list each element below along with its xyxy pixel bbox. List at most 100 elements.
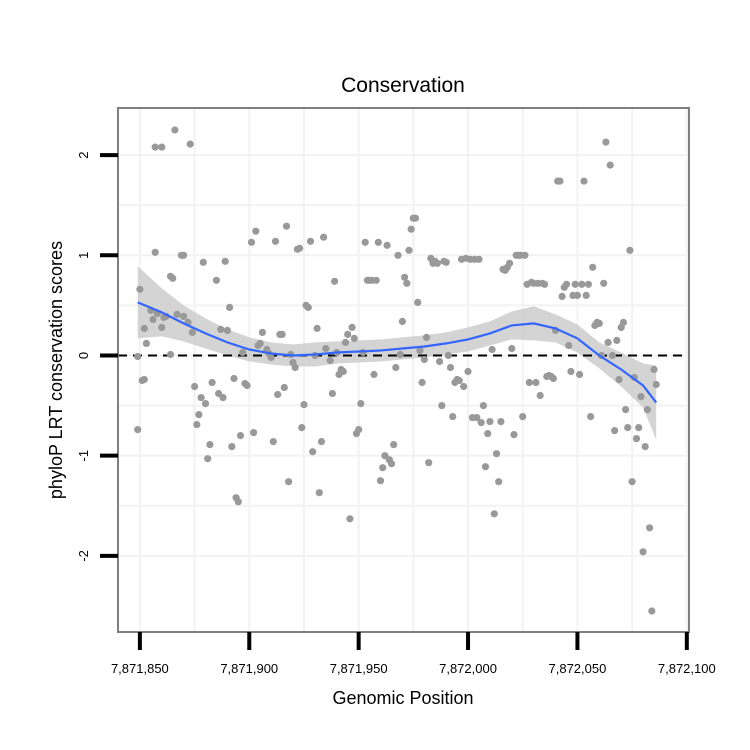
data-point xyxy=(622,406,630,414)
data-point xyxy=(344,330,352,338)
data-point xyxy=(549,374,558,383)
data-point xyxy=(320,233,328,241)
data-point xyxy=(296,244,304,252)
data-point xyxy=(317,438,326,446)
data-point xyxy=(611,427,619,435)
data-point xyxy=(613,336,621,344)
data-point xyxy=(217,325,225,333)
data-point xyxy=(171,126,179,134)
data-point xyxy=(350,334,358,342)
x-axis-title: Genomic Position xyxy=(332,688,473,708)
data-point xyxy=(326,356,334,365)
data-point xyxy=(573,291,582,299)
data-point xyxy=(309,448,317,456)
data-point xyxy=(372,276,380,284)
data-point xyxy=(446,363,455,372)
data-point xyxy=(151,143,159,151)
y-axis-title: phyloP LRT conservation scores xyxy=(46,241,66,499)
data-point xyxy=(639,548,647,556)
data-point xyxy=(536,391,544,400)
data-point xyxy=(298,424,306,432)
data-point xyxy=(267,353,275,362)
data-point xyxy=(442,258,450,266)
data-point xyxy=(418,378,426,387)
data-point xyxy=(228,443,236,451)
data-point xyxy=(142,339,150,347)
data-point xyxy=(600,279,608,287)
data-point xyxy=(285,478,293,486)
y-tick-label: 0 xyxy=(76,352,91,359)
data-point xyxy=(291,363,299,372)
data-point xyxy=(300,401,308,409)
data-point xyxy=(158,323,166,331)
data-point xyxy=(650,365,658,374)
data-point xyxy=(188,328,196,336)
chart-title: Conservation xyxy=(341,74,465,97)
data-point xyxy=(392,363,400,372)
data-point xyxy=(374,238,382,246)
data-point xyxy=(624,424,632,432)
data-point xyxy=(606,161,614,169)
data-point xyxy=(521,251,529,259)
data-point xyxy=(635,424,643,432)
data-point xyxy=(438,402,446,410)
data-point xyxy=(219,394,227,402)
data-point xyxy=(280,383,288,392)
data-point xyxy=(243,381,251,390)
data-point xyxy=(510,431,518,439)
data-point xyxy=(180,312,188,320)
data-point xyxy=(223,326,231,334)
data-point xyxy=(488,345,496,354)
data-point xyxy=(199,258,207,266)
data-point xyxy=(477,419,485,427)
data-point xyxy=(556,177,564,185)
data-point xyxy=(637,393,645,401)
x-axis: 7,871,850 7,871,900 7,871,950 7,872,000 7,87… xyxy=(111,632,716,676)
data-point xyxy=(628,478,636,486)
data-point xyxy=(396,350,404,359)
data-point xyxy=(398,317,406,325)
data-point xyxy=(348,323,356,331)
data-point xyxy=(646,524,654,532)
data-point xyxy=(562,280,571,288)
data-point xyxy=(304,303,312,311)
data-point xyxy=(193,421,201,429)
x-tick-label: 7,871,950 xyxy=(330,661,388,676)
data-point xyxy=(282,222,291,230)
data-point xyxy=(497,418,505,426)
data-point xyxy=(383,241,391,249)
data-point xyxy=(576,370,584,379)
data-point xyxy=(394,251,402,259)
x-tick-label: 7,872,000 xyxy=(439,661,497,676)
data-point xyxy=(608,351,617,360)
data-point xyxy=(411,214,420,222)
smooth-line-group xyxy=(137,301,658,404)
data-point xyxy=(357,400,365,408)
data-point xyxy=(444,351,452,360)
data-point xyxy=(151,248,159,256)
data-point xyxy=(490,510,498,518)
data-point xyxy=(331,277,339,285)
data-point xyxy=(315,489,323,497)
data-point xyxy=(403,279,411,287)
data-point xyxy=(252,227,260,235)
data-point xyxy=(355,426,363,434)
data-point xyxy=(376,477,385,485)
data-point xyxy=(584,280,593,288)
data-point xyxy=(313,324,321,332)
x-tick-label: 7,871,850 xyxy=(111,661,169,676)
data-point xyxy=(140,375,148,384)
data-point xyxy=(571,280,579,288)
data-point xyxy=(197,394,205,402)
data-point xyxy=(274,390,282,399)
data-point xyxy=(173,310,181,318)
data-point xyxy=(341,338,350,346)
data-point xyxy=(191,382,199,391)
data-point xyxy=(414,298,422,306)
y-tick-label: 2 xyxy=(76,151,91,158)
smooth-line xyxy=(137,301,658,404)
data-point xyxy=(558,292,566,300)
data-point xyxy=(346,515,354,523)
data-point xyxy=(328,389,336,398)
data-point xyxy=(455,376,463,385)
